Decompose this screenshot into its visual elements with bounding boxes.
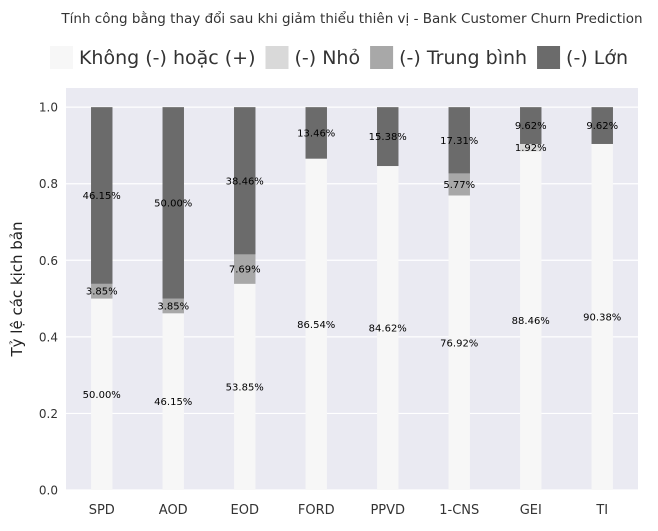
bar-value-label: 46.15% bbox=[154, 397, 192, 408]
bar-value-label: 76.92% bbox=[440, 338, 478, 349]
bar-segment bbox=[91, 298, 113, 490]
bar-value-label: 53.85% bbox=[226, 382, 264, 393]
bar-value-label: 1.92% bbox=[515, 143, 547, 154]
legend-label: (-) Nhỏ bbox=[294, 47, 360, 69]
bar-segment bbox=[91, 107, 113, 284]
bar-value-label: 7.69% bbox=[229, 265, 261, 276]
x-tick-label: GEI bbox=[520, 503, 542, 518]
x-tick-label: SPD bbox=[89, 503, 115, 518]
y-tick-label: 0.0 bbox=[39, 484, 58, 498]
bar-value-label: 50.00% bbox=[83, 390, 121, 401]
x-tick-label: PPVD bbox=[370, 503, 405, 518]
legend-item: Không (-) hoặc (+) bbox=[49, 46, 256, 69]
bar-segment bbox=[591, 143, 613, 491]
bar-labels: 50.00% 3.85% 46.15% 46.15% 3.85% 50.00% 53.85%… bbox=[83, 121, 622, 408]
bar-segment bbox=[234, 254, 256, 284]
bar-segment bbox=[448, 195, 470, 490]
legend-item: (-) Nhỏ bbox=[265, 46, 360, 69]
bar-segment bbox=[234, 107, 256, 255]
bar-segment bbox=[162, 298, 184, 314]
x-tick-label: FORD bbox=[298, 503, 335, 518]
bar-segment bbox=[448, 107, 470, 174]
bar-segment bbox=[591, 107, 613, 144]
legend-swatch bbox=[49, 46, 73, 69]
legend-label: (-) Trung bình bbox=[399, 47, 527, 69]
bar-value-label: 84.62% bbox=[369, 324, 407, 335]
bar-value-label: 46.15% bbox=[83, 191, 121, 202]
bar-segment bbox=[162, 107, 184, 299]
chart-title: Tính công bằng thay đổi sau khi giảm thi… bbox=[60, 10, 642, 27]
legend-item: (-) Trung bình bbox=[370, 46, 527, 69]
y-axis-label: Tỷ lệ các kịch bản bbox=[8, 221, 26, 357]
y-tick-label: 0.6 bbox=[39, 254, 58, 268]
bar-value-label: 5.77% bbox=[443, 180, 475, 191]
bars bbox=[91, 107, 613, 491]
bar-value-label: 3.85% bbox=[157, 301, 189, 312]
legend-label: (-) Lớn bbox=[566, 47, 628, 69]
y-tick-label: 0.2 bbox=[39, 407, 58, 421]
legend-label: Không (-) hoặc (+) bbox=[79, 47, 256, 69]
bar-value-label: 9.62% bbox=[586, 121, 618, 132]
bar-segment bbox=[520, 107, 542, 144]
x-tick-label: TI bbox=[595, 503, 608, 518]
bar-value-label: 13.46% bbox=[297, 128, 335, 139]
bar-value-label: 17.31% bbox=[440, 136, 478, 147]
bar-value-label: 90.38% bbox=[583, 312, 621, 323]
y-tick-label: 1.0 bbox=[39, 101, 58, 115]
bar-value-label: 86.54% bbox=[297, 320, 335, 331]
bar-segment bbox=[520, 143, 542, 152]
bar-segment bbox=[448, 173, 470, 196]
bar-value-label: 38.46% bbox=[226, 176, 264, 187]
bar-segment bbox=[162, 313, 184, 490]
grid bbox=[66, 106, 638, 491]
y-tick-label: 0.4 bbox=[39, 330, 58, 344]
bar-segment bbox=[91, 283, 113, 299]
bar-segment bbox=[377, 107, 399, 167]
bar-value-label: 88.46% bbox=[512, 316, 550, 327]
legend: Không (-) hoặc (+) (-) Nhỏ (-) Trung bình (… bbox=[49, 46, 628, 69]
bar-value-label: 9.62% bbox=[515, 121, 547, 132]
legend-swatch bbox=[370, 46, 394, 69]
bar-value-label: 3.85% bbox=[86, 287, 118, 298]
bar-value-label: 15.38% bbox=[369, 132, 407, 143]
bar-segment bbox=[234, 283, 256, 490]
bar-segment bbox=[520, 151, 542, 490]
x-tick-label: 1-CNS bbox=[439, 503, 479, 518]
legend-swatch bbox=[537, 46, 561, 69]
x-tick-label: EOD bbox=[231, 503, 259, 518]
y-axis: 0.0 0.2 0.4 0.6 0.8 1.0 bbox=[39, 101, 58, 498]
legend-item: (-) Lớn bbox=[537, 46, 628, 69]
plot-area bbox=[66, 88, 638, 490]
bar-segment bbox=[305, 158, 327, 491]
bar-value-label: 50.00% bbox=[154, 198, 192, 209]
y-tick-label: 0.8 bbox=[39, 177, 58, 191]
x-axis: SPD AOD EOD FORD PPVD 1-CNS GEI TI bbox=[89, 503, 608, 518]
legend-swatch bbox=[265, 46, 289, 69]
bar-segment bbox=[377, 166, 399, 490]
x-tick-label: AOD bbox=[159, 503, 188, 518]
bar-segment bbox=[305, 107, 327, 159]
